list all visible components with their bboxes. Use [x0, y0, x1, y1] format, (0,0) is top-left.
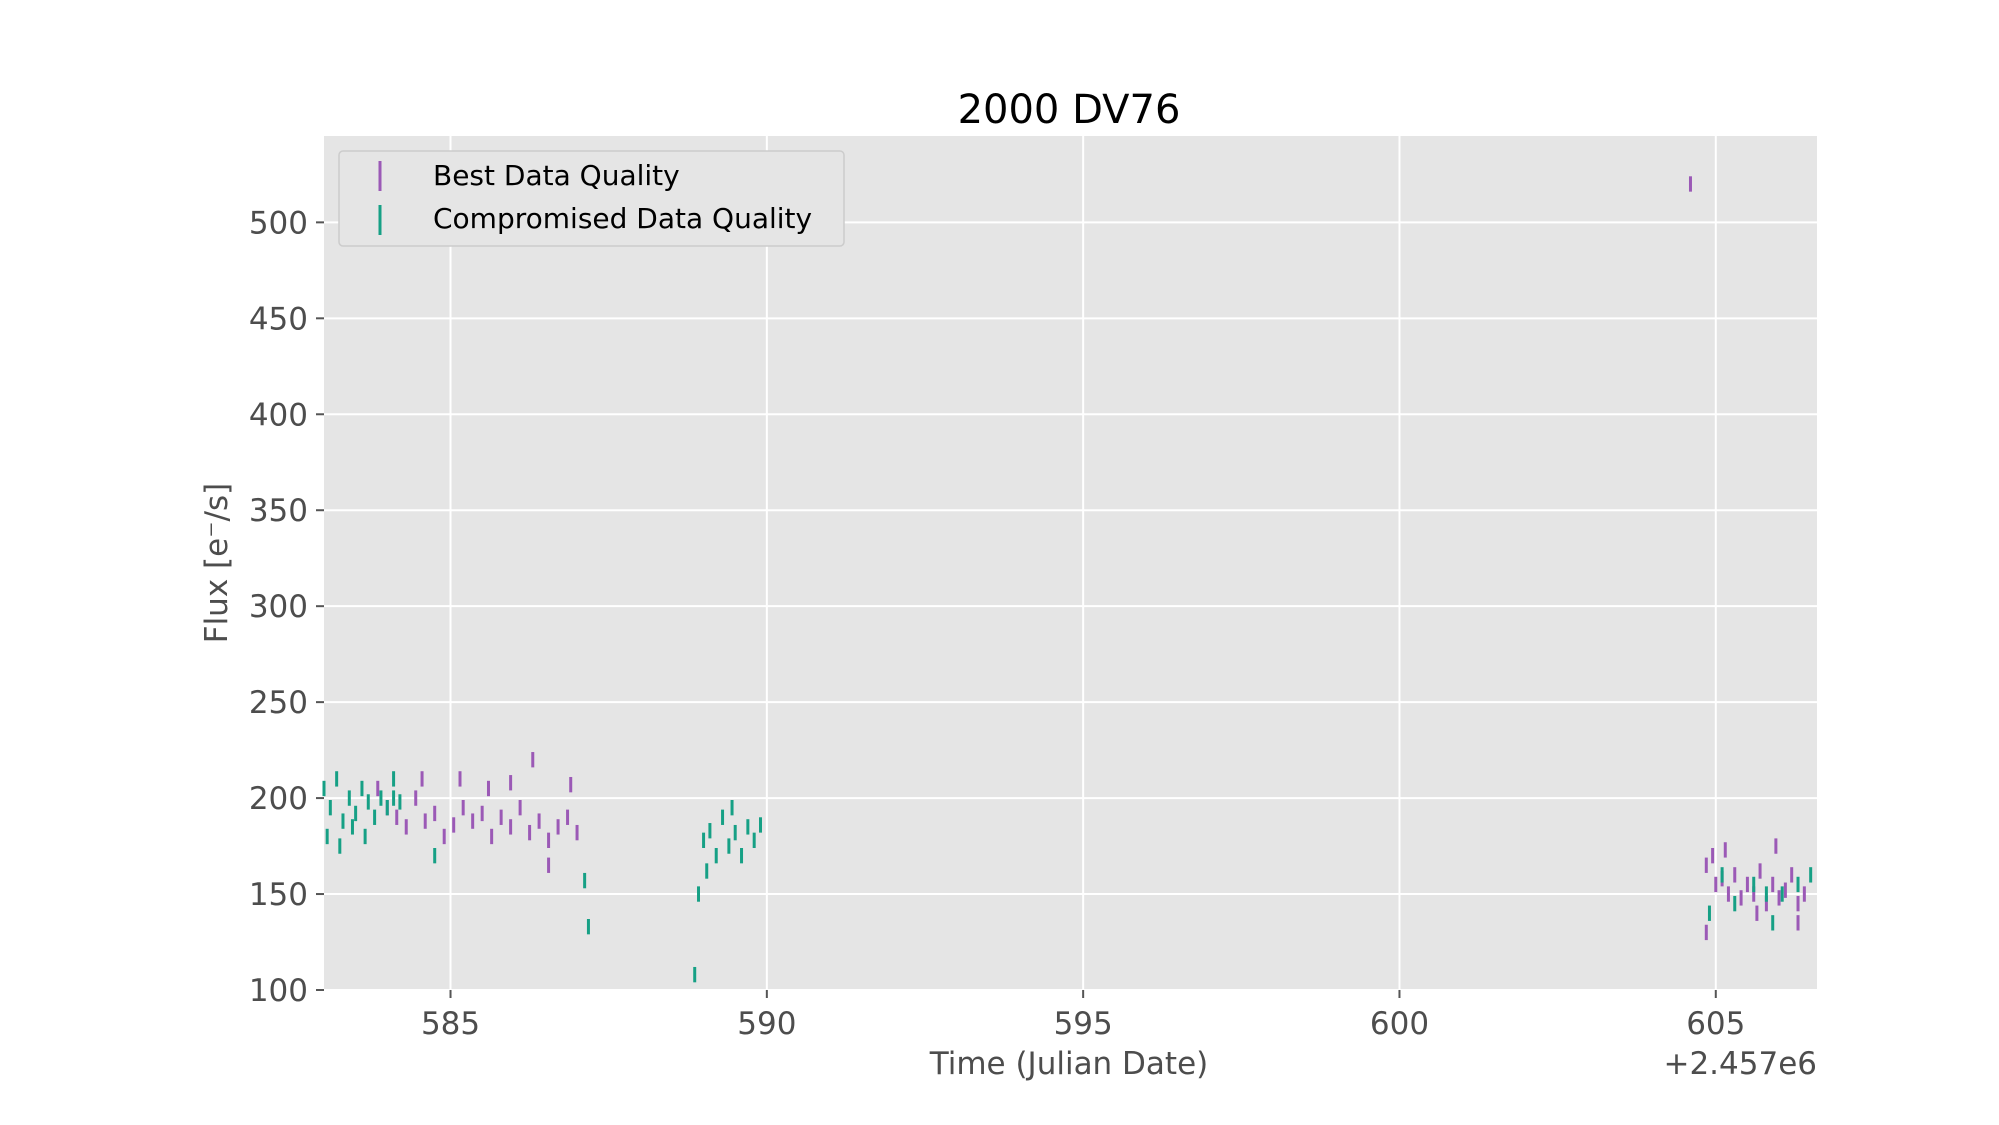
- y-tick-label: 450: [249, 301, 308, 337]
- y-tick-label: 200: [249, 781, 308, 817]
- y-tick-label: 100: [249, 973, 308, 1009]
- x-axis-ticks: 585 590 595 600 605: [421, 990, 1745, 1042]
- y-tick-label: 500: [249, 205, 308, 241]
- plot-area: [324, 136, 1817, 990]
- x-offset-label: +2.457e6: [1663, 1046, 1817, 1082]
- y-tick-label: 150: [249, 877, 308, 913]
- legend-label-compromised: Compromised Data Quality: [433, 202, 812, 235]
- x-tick-label: 585: [421, 1006, 480, 1042]
- legend-label-best: Best Data Quality: [433, 159, 680, 192]
- x-tick-label: 600: [1370, 1006, 1429, 1042]
- y-tick-label: 350: [249, 493, 308, 529]
- y-axis-label: Flux [e⁻/s]: [199, 483, 235, 644]
- y-tick-label: 300: [249, 589, 308, 625]
- data-points: [322, 176, 1813, 983]
- x-tick-label: 590: [737, 1006, 796, 1042]
- legend-box: [338, 150, 845, 247]
- y-tick-label: 250: [249, 685, 308, 721]
- y-axis-ticks: 100 150 200 250 300 350 400 450 500: [249, 205, 324, 1009]
- legend: Best Data Quality Compromised Data Quali…: [338, 150, 845, 247]
- chart-title: 2000 DV76: [958, 87, 1181, 133]
- x-axis-label: Time (Julian Date): [929, 1046, 1209, 1082]
- x-tick-label: 595: [1054, 1006, 1113, 1042]
- y-tick-label: 400: [249, 397, 308, 433]
- x-tick-label: 605: [1686, 1006, 1745, 1042]
